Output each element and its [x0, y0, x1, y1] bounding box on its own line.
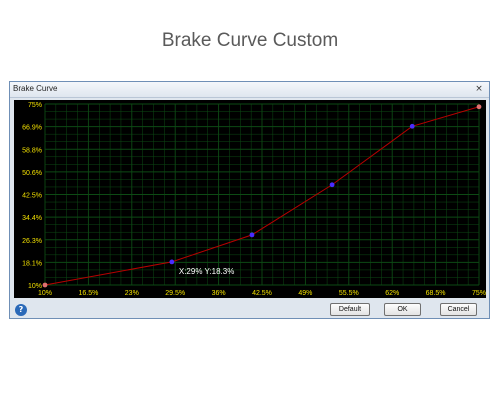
help-icon[interactable]: ?: [15, 304, 27, 316]
curve-point[interactable]: [42, 282, 48, 288]
curve-points: [42, 104, 482, 288]
dialog-title: Brake Curve: [13, 84, 58, 93]
y-tick-label: 18.1%: [22, 260, 42, 267]
cursor-readout: X:29% Y:18.3%: [179, 267, 234, 276]
y-tick-label: 10%: [28, 283, 42, 290]
chart-grid: [44, 103, 480, 286]
y-tick-label: 42.5%: [22, 193, 42, 200]
y-tick-label: 66.9%: [22, 125, 42, 132]
x-tick-label: 49%: [298, 290, 312, 297]
x-tick-label: 55.5%: [339, 290, 359, 297]
x-tick-label: 75%: [472, 290, 486, 297]
x-tick-label: 10%: [38, 290, 52, 297]
page-title: Brake Curve Custom: [161, 30, 339, 51]
y-tick-label: 75%: [28, 102, 42, 109]
brake-curve-dialog: Brake Curve × 10% 18.1% 26.3% 34.4% 42.5% 50.…: [9, 81, 490, 319]
y-tick-label: 58.8%: [22, 147, 42, 154]
x-tick-label: 42.5%: [252, 290, 272, 297]
y-tick-label: 34.4%: [22, 215, 42, 222]
x-tick-labels: 10% 16.5% 23% 29.5% 36% 42.5% 49% 55.5% 62% 68.5%…: [38, 290, 486, 297]
dialog-titlebar: Brake Curve ×: [10, 82, 489, 98]
x-tick-label: 29.5%: [165, 290, 185, 297]
ok-button[interactable]: OK: [384, 303, 421, 316]
y-tick-label: 50.6%: [22, 170, 42, 177]
chart-svg[interactable]: 10% 18.1% 26.3% 34.4% 42.5% 50.6% 58.8% 66.9% 75…: [14, 100, 486, 298]
brake-curve-chart[interactable]: 10% 18.1% 26.3% 34.4% 42.5% 50.6% 58.8% 66.9% 75…: [14, 100, 486, 298]
x-tick-label: 36%: [212, 290, 226, 297]
brake-curve-line: [44, 106, 480, 286]
x-tick-label: 16.5%: [78, 290, 98, 297]
x-tick-label: 23%: [125, 290, 139, 297]
x-tick-label: 68.5%: [426, 290, 446, 297]
curve-point[interactable]: [249, 232, 255, 238]
curve-point[interactable]: [476, 104, 482, 110]
cancel-button[interactable]: Cancel: [440, 303, 477, 316]
curve-point[interactable]: [169, 259, 175, 265]
curve-point[interactable]: [329, 182, 335, 188]
close-icon[interactable]: ×: [475, 84, 483, 94]
curve-point[interactable]: [409, 123, 415, 129]
x-tick-label: 62%: [385, 290, 399, 297]
default-button[interactable]: Default: [330, 303, 370, 316]
y-tick-label: 26.3%: [22, 238, 42, 245]
y-tick-labels: 10% 18.1% 26.3% 34.4% 42.5% 50.6% 58.8% 66.9% 75…: [22, 102, 42, 290]
chart-background: [14, 100, 486, 298]
